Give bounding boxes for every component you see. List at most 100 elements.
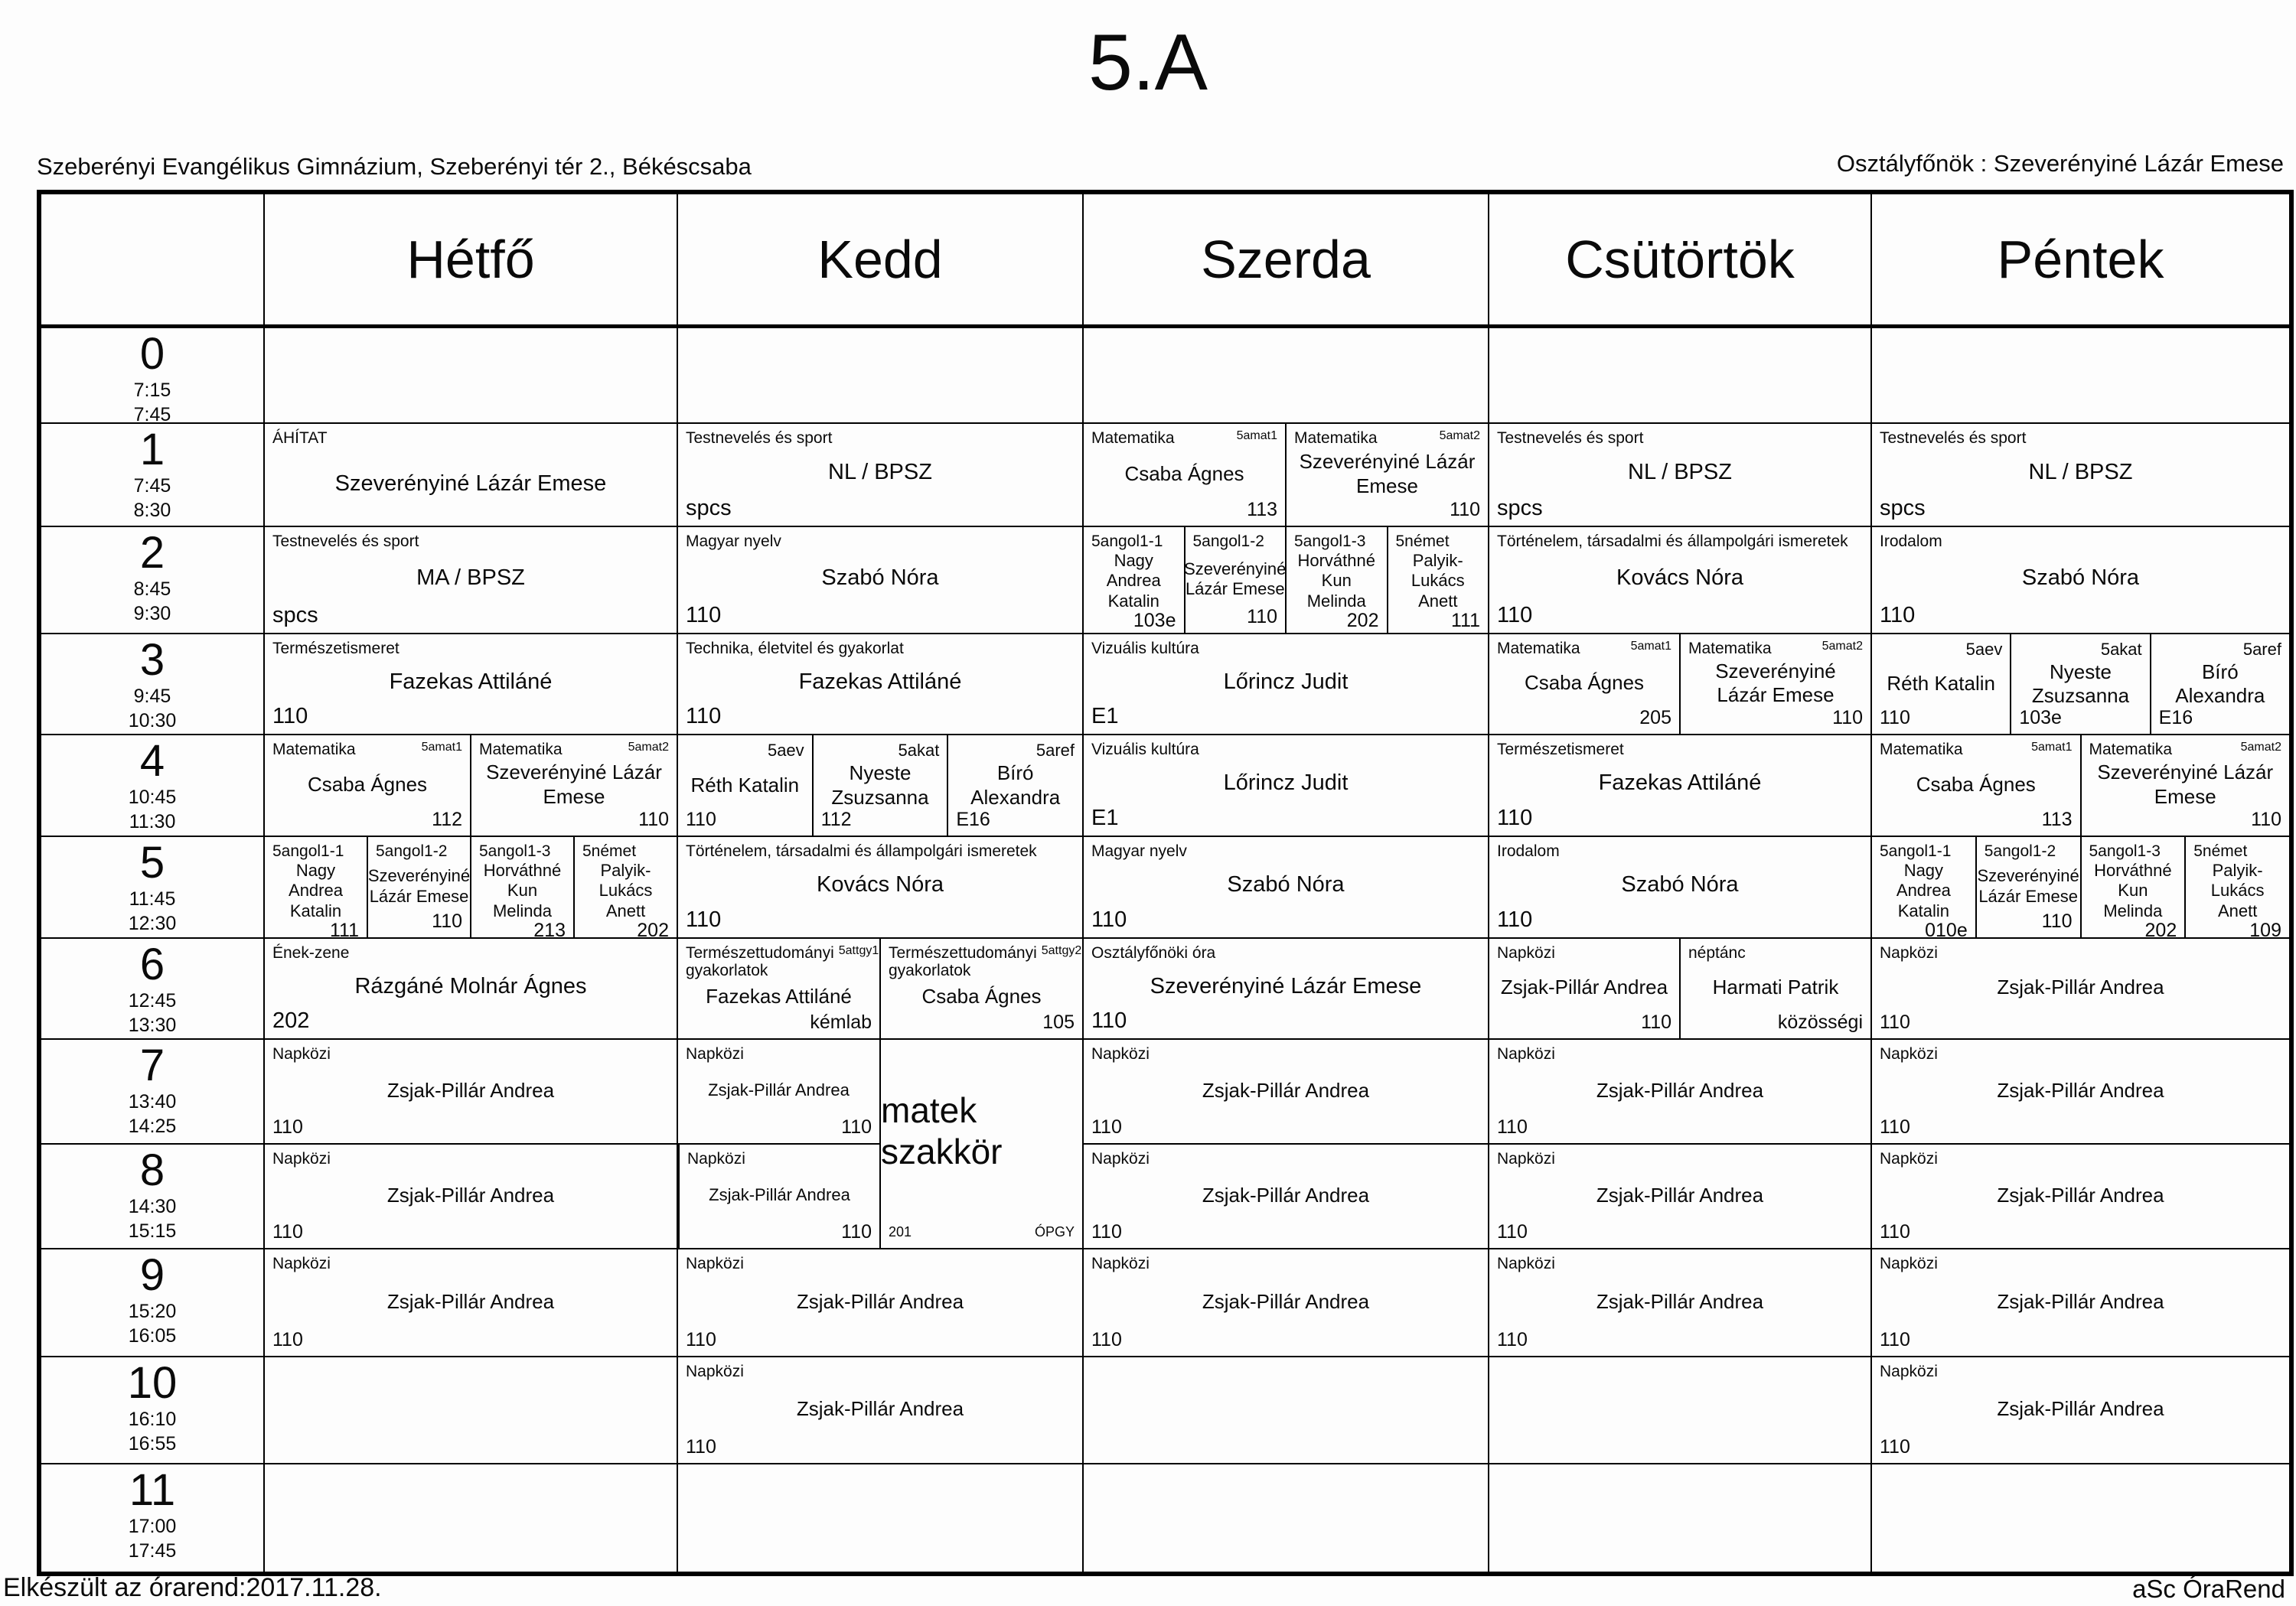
grid-fragment: Vizuális kultúra bbox=[1091, 741, 1480, 759]
period-cell-3: 3 9:45 10:30 bbox=[41, 634, 265, 735]
teacher-name: Zsjak-Pillár Andrea bbox=[1202, 1183, 1370, 1207]
lesson-part: Napközi Zsjak-Pillár Andrea 110 bbox=[265, 1040, 677, 1143]
room-label: 110 bbox=[1091, 907, 1127, 932]
period-number: 2 bbox=[139, 528, 165, 578]
room-label: 110 bbox=[1497, 1221, 1528, 1243]
teacher-name: Réth Katalin bbox=[690, 773, 800, 796]
lesson-cell-pentek-3: 5aev Réth Katalin 110 5akat Nyeste Zsuzsanna… bbox=[1872, 634, 2289, 735]
teacher-name: NL / BPSZ bbox=[2028, 460, 2133, 485]
room-label: 110 bbox=[1091, 1329, 1122, 1350]
grid-fragment: Napközi bbox=[686, 1255, 1075, 1273]
lesson-part: 5német Palyik-Lukács Anett 111 bbox=[1386, 527, 1489, 633]
room-label: 110 bbox=[1832, 707, 1863, 728]
lesson-cell-hetfo-7: Napközi Zsjak-Pillár Andrea 110 bbox=[265, 1040, 678, 1145]
group-tag: 5amat1 bbox=[1236, 429, 1277, 442]
lesson-part: Magyar nyelv Szabó Nóra 110 bbox=[678, 527, 1082, 633]
period-cell-1: 1 7:45 8:30 bbox=[41, 424, 265, 527]
teacher-name: Szeverényiné Lázár Emese bbox=[1150, 973, 1422, 998]
grid-fragment: Napközi bbox=[272, 1255, 669, 1273]
teacher-name: Bíró Alexandra bbox=[970, 761, 1061, 809]
grid-fragment: Napközi Zsjak-Pillár Andrea 110 bbox=[1872, 1357, 2289, 1463]
subject-label: Testnevelés és sport bbox=[686, 429, 833, 447]
teacher-name: Lőrincz Judit bbox=[1223, 669, 1349, 694]
group-tag: 5aev bbox=[1965, 640, 2003, 659]
subject-label: Természetismeret bbox=[272, 640, 400, 657]
grid-fragment: Matematika 5amat2 bbox=[1688, 640, 1863, 658]
period-cell-6: 6 12:45 13:30 bbox=[41, 939, 265, 1040]
subject-label: 5angol1-1 bbox=[272, 842, 344, 860]
lesson-part: Matematika 5amat1 Csaba Ágnes 113 bbox=[1084, 424, 1285, 526]
lesson-part: 5aev Réth Katalin 110 bbox=[1872, 634, 2010, 734]
period-number: 11 bbox=[129, 1465, 176, 1515]
room-label: 110 bbox=[1091, 1008, 1127, 1033]
lesson-part: 5angol1-2 Szeverényiné Lázár Emese 110 bbox=[367, 837, 470, 937]
subject-label: Irodalom bbox=[1497, 842, 1560, 860]
subject-label: Napközi bbox=[272, 1045, 331, 1063]
grid-fragment: Napközi Zsjak-Pillár Andrea 110 bbox=[1872, 939, 2289, 1038]
grid-fragment: Napközi Zsjak-Pillár Andrea 110 bbox=[1084, 1040, 1488, 1143]
teacher-name: Fazekas Attiláné bbox=[389, 669, 553, 694]
subject-label: 5angol1-3 bbox=[2089, 842, 2161, 860]
grid-fragment: Testnevelés és sport MA / BPSZ spcs bbox=[265, 527, 677, 633]
grid-fragment: Napközi Zsjak-Pillár Andrea 110 bbox=[265, 1145, 677, 1248]
period-number: 0 bbox=[139, 329, 165, 379]
subject-label: Matematika bbox=[1091, 429, 1175, 447]
subject-label: Napközi bbox=[1091, 1045, 1150, 1063]
teacher-name: Zsjak-Pillár Andrea bbox=[1997, 1397, 2164, 1421]
grid-fragment: Napközi bbox=[1497, 1150, 1863, 1168]
room-label: 110 bbox=[2041, 911, 2073, 932]
lesson-cell-kedd-2: Magyar nyelv Szabó Nóra 110 bbox=[678, 527, 1084, 634]
subject-label: Matematika bbox=[2089, 741, 2173, 758]
grid-fragment: Napközi Zsjak-Pillár Andrea 110 bbox=[1489, 1249, 1870, 1356]
grid-fragment: Irodalom Szabó Nóra 110 bbox=[1872, 527, 2289, 633]
lesson-part: 5angol1-2 Szeverényiné Lázár Emese 110 bbox=[1183, 527, 1286, 633]
period-cell-2: 2 8:45 9:30 bbox=[41, 527, 265, 634]
period-cell-4: 4 10:45 11:30 bbox=[41, 735, 265, 837]
lesson-part: Napközi Zsjak-Pillár Andrea 110 bbox=[1872, 939, 2289, 1038]
period-cell-9: 9 15:20 16:05 bbox=[41, 1249, 265, 1357]
grid-fragment: Matematika 5amat1 Csaba Ágnes 112 Matematika… bbox=[265, 735, 677, 836]
teacher-name: NL / BPSZ bbox=[828, 460, 932, 485]
grid-fragment: Testnevelés és sport NL / BPSZ spcs bbox=[678, 424, 1082, 526]
subject-label: Napközi bbox=[1880, 944, 1938, 962]
subject-label: Természettudományi gyakorlatok bbox=[686, 944, 834, 980]
lesson-cell-csutortok-5: Irodalom Szabó Nóra 110 bbox=[1489, 837, 1872, 939]
school-name: Szeberényi Evangélikus Gimnázium, Szeber… bbox=[37, 153, 752, 180]
room-label: 010e bbox=[1925, 920, 1968, 939]
teacher-name: Zsjak-Pillár Andrea bbox=[1596, 1289, 1764, 1313]
grid-fragment: néptánc bbox=[1688, 944, 1863, 963]
lesson-part: Napközi Zsjak-Pillár Andrea 110 bbox=[1872, 1357, 2289, 1463]
teacher-name: Szabó Nóra bbox=[821, 565, 939, 590]
lesson-part: Napközi Zsjak-Pillár Andrea 110 bbox=[1489, 1040, 1870, 1143]
grid-fragment: Napközi bbox=[1091, 1045, 1480, 1064]
room-label: 110 bbox=[1091, 1116, 1122, 1138]
room-label: 205 bbox=[1639, 707, 1671, 728]
day-header-csutortok: Csütörtök bbox=[1489, 194, 1872, 328]
lesson-part: Vizuális kultúra Lőrincz Judit E1 bbox=[1084, 634, 1488, 734]
period-start-time: 16:10 bbox=[128, 1408, 177, 1430]
grid-fragment: Matematika 5amat2 bbox=[479, 741, 669, 759]
room-label: E1 bbox=[1091, 704, 1119, 728]
teacher-name: Nagy Andrea Katalin bbox=[289, 861, 343, 920]
lesson-cell-kedd-4: 5aev Réth Katalin 110 5akat Nyeste Zsuzsanna… bbox=[678, 735, 1084, 837]
room-label: 110 bbox=[841, 1116, 872, 1138]
lesson-cell-szerda-8: Napközi Zsjak-Pillár Andrea 110 bbox=[1084, 1145, 1489, 1249]
grid-fragment: 5angol1-1 bbox=[272, 842, 359, 861]
lesson-cell-pentek-8: Napközi Zsjak-Pillár Andrea 110 bbox=[1872, 1145, 2289, 1249]
grid-fragment: Ének-zene bbox=[272, 944, 669, 963]
lesson-part: Osztályfőnöki óra Szeverényiné Lázár Emes… bbox=[1084, 939, 1488, 1038]
teacher-name: MA / BPSZ bbox=[416, 565, 525, 590]
subject-label: 5német bbox=[1395, 533, 1450, 550]
subject-label: Magyar nyelv bbox=[1091, 842, 1187, 860]
period-cell-0: 0 7:15 7:45 bbox=[41, 328, 265, 424]
lesson-cell-hetfo-6: Ének-zene Rázgáné Molnár Ágnes 202 bbox=[265, 939, 678, 1040]
lesson-cell-csutortok-4: Természetismeret Fazekas Attiláné 110 bbox=[1489, 735, 1872, 837]
room-label: 110 bbox=[686, 1329, 716, 1350]
grid-fragment: Napközi bbox=[686, 1045, 872, 1064]
teacher-name: Zsjak-Pillár Andrea bbox=[1997, 1183, 2164, 1207]
room-label: spcs bbox=[686, 496, 732, 520]
lesson-cell-kedd-11 bbox=[678, 1464, 1084, 1572]
subject-label: Napközi bbox=[1091, 1255, 1150, 1272]
teacher-name: Lőrincz Judit bbox=[1223, 770, 1349, 796]
grid-fragment: Matematika 5amat1 Csaba Ágnes 113 Matematika… bbox=[1872, 735, 2289, 836]
